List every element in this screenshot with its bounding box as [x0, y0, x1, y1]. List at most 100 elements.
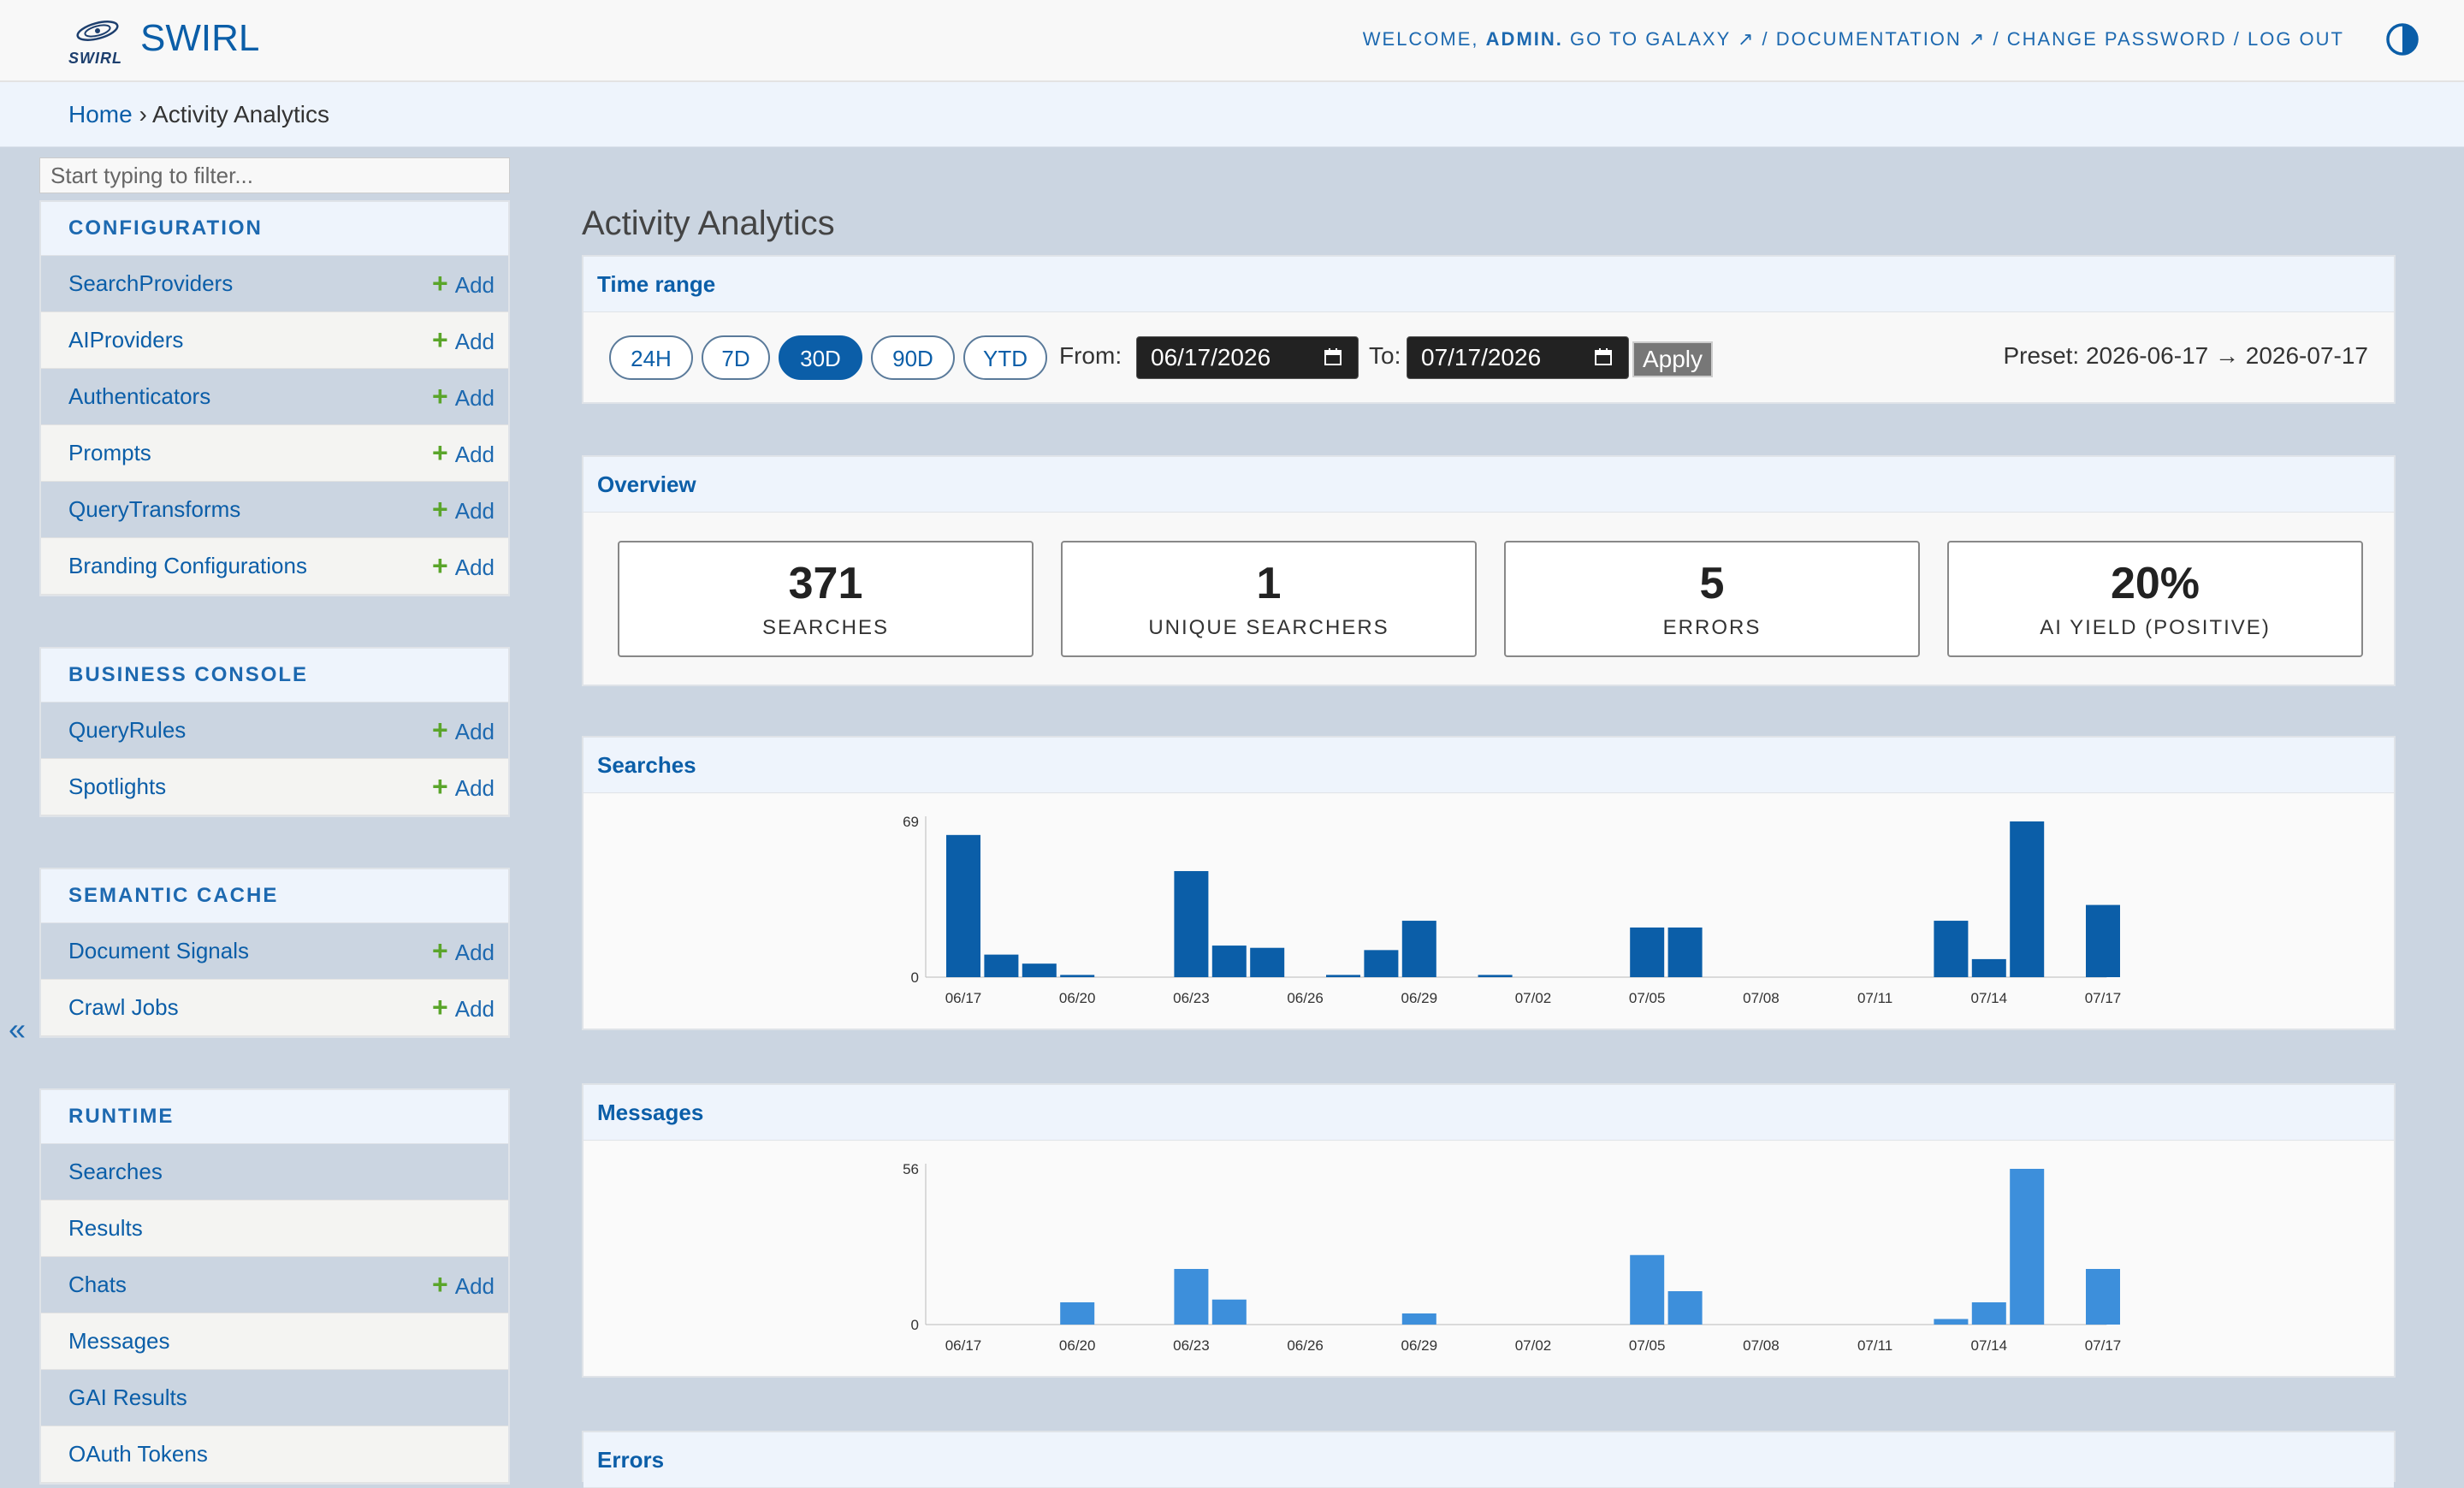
bar-06-29[interactable]	[1401, 921, 1436, 977]
add-searchprovider-button[interactable]: + Add	[432, 268, 495, 299]
sidebar-item-results[interactable]: Results	[41, 1200, 508, 1257]
add-querytransform-button[interactable]: + Add	[432, 494, 495, 525]
breadcrumb-home-link[interactable]: Home	[68, 101, 133, 127]
sidebar-item-prompts[interactable]: Prompts + Add	[41, 425, 508, 482]
add-chat-button[interactable]: + Add	[432, 1269, 495, 1300]
add-branding-configuration-button[interactable]: + Add	[432, 550, 495, 581]
module-caption[interactable]: SEMANTIC CACHE	[41, 869, 508, 923]
messages-chart-panel: Messages 0 56 06/17 06/20 06/23 06/26 06/29 07/…	[582, 1083, 2396, 1378]
sidebar-item-label[interactable]: GAI Results	[68, 1384, 187, 1410]
bar-06-20[interactable]	[1060, 975, 1095, 977]
sidebar-item-label[interactable]: Searches	[68, 1159, 163, 1184]
sidebar-item-messages[interactable]: Messages	[41, 1313, 508, 1370]
sidebar-item-label[interactable]: Document Signals	[68, 938, 249, 963]
preset-90d-button[interactable]: 90D	[871, 335, 955, 380]
bar-06-28[interactable]	[1364, 950, 1399, 977]
bar-06-24[interactable]	[1211, 946, 1247, 977]
sidebar-item-crawl-jobs[interactable]: Crawl Jobs + Add	[41, 980, 508, 1036]
plus-icon: +	[432, 935, 448, 966]
sidebar-item-label[interactable]: QueryRules	[68, 717, 187, 743]
bar-07-13[interactable]	[1934, 921, 1969, 977]
sidebar-item-label[interactable]: Spotlights	[68, 774, 167, 799]
sidebar-item-label[interactable]: Prompts	[68, 440, 151, 465]
add-authenticator-button[interactable]: + Add	[432, 381, 495, 412]
sidebar-item-spotlights[interactable]: Spotlights + Add	[41, 759, 508, 815]
theme-toggle-icon[interactable]	[2385, 22, 2420, 56]
bar-07-01[interactable]	[1478, 975, 1513, 977]
preset-30d-button[interactable]: 30D	[779, 335, 862, 380]
plus-icon: +	[432, 268, 448, 299]
bar-06-23[interactable]	[1174, 1269, 1209, 1325]
preset-7d-button[interactable]: 7D	[702, 335, 770, 380]
collapse-sidebar-button[interactable]: «	[9, 1011, 27, 1046]
bar-07-06[interactable]	[1667, 927, 1703, 977]
preset-24h-button[interactable]: 24H	[609, 335, 693, 380]
bar-07-14[interactable]	[1971, 958, 2006, 977]
sidebar-item-branding-configurations[interactable]: Branding Configurations + Add	[41, 538, 508, 595]
add-queryrule-button[interactable]: + Add	[432, 714, 495, 745]
add-document-signal-button[interactable]: + Add	[432, 935, 495, 966]
bar-07-13[interactable]	[1934, 1319, 1969, 1325]
add-prompt-button[interactable]: + Add	[432, 437, 495, 468]
add-crawl-job-button[interactable]: + Add	[432, 992, 495, 1023]
bar-06-27[interactable]	[1326, 975, 1360, 977]
bar-07-06[interactable]	[1667, 1291, 1703, 1325]
page-title: Activity Analytics	[582, 204, 835, 242]
bar-07-14[interactable]	[1971, 1302, 2006, 1325]
to-date-input[interactable]: 07/17/2026	[1407, 336, 1629, 379]
bar-06-23[interactable]	[1174, 871, 1209, 977]
swirl-logo[interactable]: SWIRL	[67, 15, 125, 67]
sidebar-item-chats[interactable]: Chats + Add	[41, 1257, 508, 1313]
stat-value: 371	[788, 559, 863, 608]
module-caption[interactable]: BUSINESS CONSOLE	[41, 649, 508, 703]
bar-07-17[interactable]	[2086, 904, 2120, 977]
sidebar-item-label[interactable]: Chats	[68, 1272, 127, 1297]
sidebar-item-queryrules[interactable]: QueryRules + Add	[41, 703, 508, 759]
sidebar-item-label[interactable]: Authenticators	[68, 383, 211, 409]
sidebar-item-label[interactable]: AIProviders	[68, 327, 184, 353]
bar-07-15[interactable]	[2010, 821, 2045, 977]
add-spotlight-button[interactable]: + Add	[432, 771, 495, 802]
bar-06-29[interactable]	[1401, 1313, 1436, 1325]
nav-filter-input[interactable]	[39, 157, 510, 193]
bar-06-24[interactable]	[1211, 1299, 1247, 1325]
bar-06-19[interactable]	[1022, 963, 1057, 977]
preset-ytd-button[interactable]: YTD	[963, 335, 1047, 380]
bar-07-15[interactable]	[2010, 1169, 2045, 1325]
x-tick-label: 07/05	[1629, 990, 1666, 1006]
sidebar-item-oauth-tokens[interactable]: OAuth Tokens	[41, 1426, 508, 1483]
bar-06-18[interactable]	[984, 954, 1019, 977]
sidebar-item-searchproviders[interactable]: SearchProviders + Add	[41, 256, 508, 312]
user-links[interactable]: GO TO GALAXY ↗ / DOCUMENTATION ↗ / CHANG…	[1570, 28, 2344, 50]
apply-button[interactable]: Apply	[1632, 341, 1713, 377]
module-caption[interactable]: RUNTIME	[41, 1090, 508, 1144]
sidebar-item-label[interactable]: Crawl Jobs	[68, 994, 179, 1020]
x-tick-label: 06/26	[1287, 1337, 1324, 1354]
sidebar-item-aiproviders[interactable]: AIProviders + Add	[41, 312, 508, 369]
sidebar-item-label[interactable]: Results	[68, 1215, 143, 1241]
bar-07-05[interactable]	[1630, 1254, 1665, 1325]
sidebar-item-label[interactable]: QueryTransforms	[68, 496, 241, 522]
bar-06-25[interactable]	[1250, 947, 1285, 977]
site-brand[interactable]: SWIRL	[140, 17, 260, 59]
sidebar-item-authenticators[interactable]: Authenticators + Add	[41, 369, 508, 425]
bar-06-17[interactable]	[946, 834, 980, 977]
sidebar-item-label[interactable]: OAuth Tokens	[68, 1441, 208, 1467]
sidebar-item-label[interactable]: Messages	[68, 1328, 170, 1354]
sidebar-item-querytransforms[interactable]: QueryTransforms + Add	[41, 482, 508, 538]
calendar-icon[interactable]	[1594, 347, 1613, 366]
sidebar-item-label[interactable]: SearchProviders	[68, 270, 234, 296]
from-date-input[interactable]: 06/17/2026	[1136, 336, 1359, 379]
calendar-icon[interactable]	[1324, 347, 1342, 366]
module-caption[interactable]: CONFIGURATION	[41, 202, 508, 256]
searches-bar-chart: 0 69 06/17 06/20 06/23 06/26 06/29 07/02 07/05 07…	[903, 814, 2121, 1006]
sidebar-item-document-signals[interactable]: Document Signals + Add	[41, 923, 508, 980]
plus-icon: +	[432, 550, 448, 581]
bar-07-05[interactable]	[1630, 927, 1665, 977]
bar-06-20[interactable]	[1060, 1302, 1095, 1325]
sidebar-item-gai-results[interactable]: GAI Results	[41, 1370, 508, 1426]
add-aiprovider-button[interactable]: + Add	[432, 324, 495, 355]
bar-07-17[interactable]	[2086, 1269, 2120, 1325]
sidebar-item-searches[interactable]: Searches	[41, 1144, 508, 1200]
sidebar-item-label[interactable]: Branding Configurations	[68, 553, 307, 578]
